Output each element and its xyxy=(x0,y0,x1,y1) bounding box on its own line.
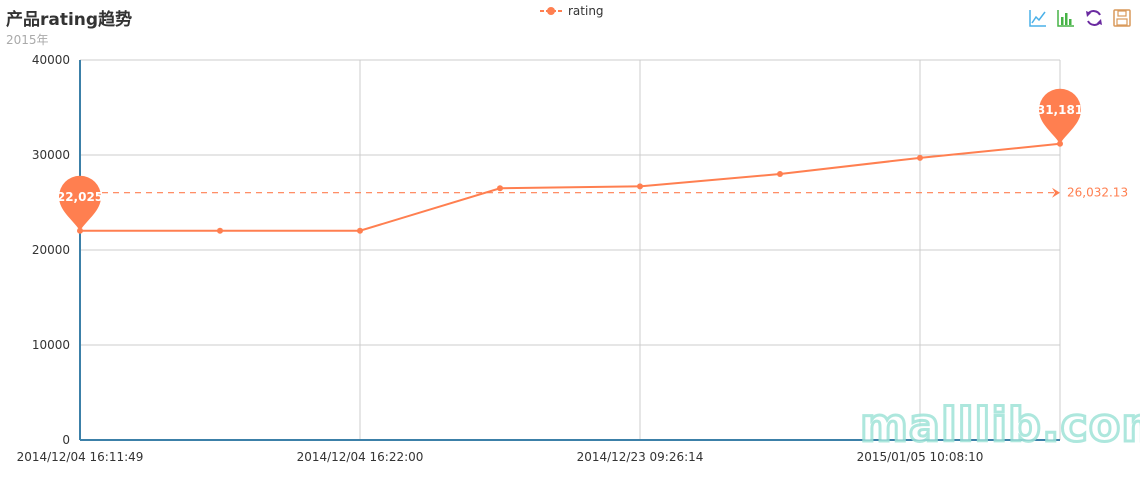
series-line-rating xyxy=(80,142,1061,232)
mark-point-pin xyxy=(59,175,101,231)
toolbox xyxy=(1028,8,1132,28)
chart-title: 产品rating趋势 xyxy=(6,10,133,30)
data-point xyxy=(497,185,503,192)
save-icon[interactable] xyxy=(1112,8,1132,28)
legend[interactable]: rating xyxy=(540,4,604,18)
data-point xyxy=(637,183,643,190)
y-tick-label: 20000 xyxy=(32,243,70,257)
data-point xyxy=(357,227,363,234)
data-point xyxy=(217,227,223,234)
mark-point-label: 22,025 xyxy=(57,190,103,204)
mark-point-pin xyxy=(1039,88,1081,144)
legend-line-marker-icon xyxy=(540,7,562,15)
watermark: malllib.com xyxy=(858,397,1140,454)
x-tick-label: 2014/12/04 16:11:49 xyxy=(17,450,144,464)
mean-line-arrow xyxy=(1052,187,1060,198)
y-tick-label: 30000 xyxy=(32,148,70,162)
y-tick-label: 40000 xyxy=(32,53,70,67)
legend-label: rating xyxy=(568,4,604,18)
y-tick-label: 0 xyxy=(62,433,70,447)
x-tick-label: 2014/12/23 09:26:14 xyxy=(577,450,704,464)
y-tick-label: 10000 xyxy=(32,338,70,352)
data-point xyxy=(917,154,923,161)
x-tick-label: 2014/12/04 16:22:00 xyxy=(297,450,424,464)
refresh-icon[interactable] xyxy=(1084,8,1104,28)
bar-chart-icon[interactable] xyxy=(1056,8,1076,28)
mean-line-label: 26,032.13 xyxy=(1067,186,1128,200)
data-point xyxy=(777,171,783,177)
mark-point-label: 31,181 xyxy=(1037,103,1083,117)
line-chart-icon[interactable] xyxy=(1028,8,1048,28)
x-tick-label: 2015/01/05 10:08:10 xyxy=(857,450,984,464)
chart-subtitle: 2015年 xyxy=(6,33,49,47)
